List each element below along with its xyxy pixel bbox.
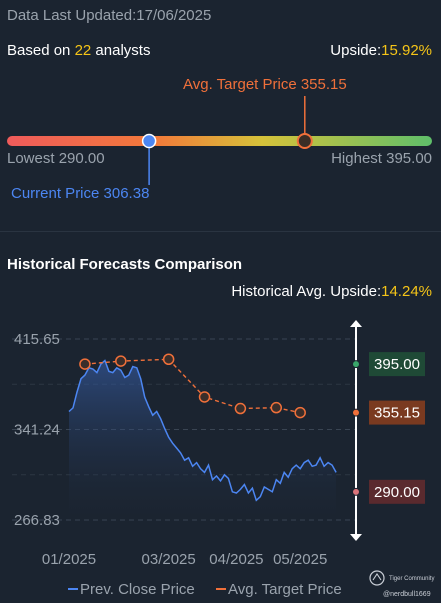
forecast-marker-dot bbox=[352, 408, 360, 417]
avg-target-label: Avg. Target Price 355.15 bbox=[183, 76, 347, 93]
historical-upside-text: Historical Avg. Upside:14.24% bbox=[231, 283, 432, 300]
avg-target-point bbox=[294, 406, 306, 419]
legend-label: Prev. Close Price bbox=[80, 581, 195, 598]
avg-target-point bbox=[270, 401, 283, 414]
forecast-marker-dot bbox=[352, 360, 360, 369]
lowest-label: Lowest 290.00 bbox=[7, 150, 105, 167]
forecast-value-label: 290.00 bbox=[374, 484, 420, 501]
last-updated: Data Last Updated:17/06/2025 bbox=[7, 7, 212, 24]
avg-target-marker bbox=[296, 133, 313, 149]
x-tick-label: 04/2025 bbox=[209, 551, 263, 568]
upside-text: Upside:15.92% bbox=[330, 42, 432, 59]
forecast-value-label: 355.15 bbox=[374, 405, 420, 422]
section-divider bbox=[0, 231, 441, 232]
current-price-marker bbox=[141, 133, 157, 149]
range-bottom-arrow bbox=[350, 534, 362, 541]
forecast-value-tag bbox=[369, 479, 425, 504]
avg-target-point bbox=[234, 402, 247, 415]
forecast-value-tag bbox=[369, 352, 425, 377]
forecast-value-label: 395.00 bbox=[374, 356, 420, 373]
y-tick-label: 415.65 bbox=[14, 331, 60, 348]
x-tick-label: 03/2025 bbox=[142, 551, 196, 568]
current-price-label: Current Price 306.38 bbox=[11, 185, 150, 202]
price-range-bar bbox=[7, 96, 432, 185]
analyst-count-text: Based on 22 analysts bbox=[7, 42, 151, 59]
forecast-marker-dot bbox=[352, 487, 360, 496]
forecast-value-tag bbox=[369, 400, 425, 425]
avg-target-point bbox=[162, 353, 175, 366]
x-tick-label: 01/2025 bbox=[42, 551, 96, 568]
price-area bbox=[69, 360, 337, 520]
historical-title: Historical Forecasts Comparison bbox=[7, 256, 243, 273]
tiger-logo-icon bbox=[369, 570, 385, 586]
y-tick-label: 341.24 bbox=[14, 422, 60, 439]
prev-close-line bbox=[68, 359, 337, 502]
upside-value: 15.92% bbox=[381, 42, 432, 59]
analyst-count: 22 bbox=[74, 42, 92, 59]
range-gradient-bar bbox=[7, 136, 432, 146]
highest-label: Highest 395.00 bbox=[331, 150, 432, 167]
tiger-logo-mark bbox=[372, 573, 382, 581]
legend-label: Avg. Target Price bbox=[228, 581, 342, 598]
y-tick-label: 266.83 bbox=[14, 512, 60, 529]
watermark-brand: Tiger Community bbox=[389, 576, 434, 582]
avg-target-point bbox=[198, 391, 211, 403]
avg-target-point bbox=[79, 358, 91, 370]
avg-target-point bbox=[115, 355, 127, 367]
range-top-arrow bbox=[350, 320, 362, 327]
x-tick-label: 05/2025 bbox=[273, 551, 327, 568]
watermark-user: @nerdbull1669 bbox=[383, 591, 431, 598]
historical-upside-value: 14.24% bbox=[381, 283, 432, 300]
